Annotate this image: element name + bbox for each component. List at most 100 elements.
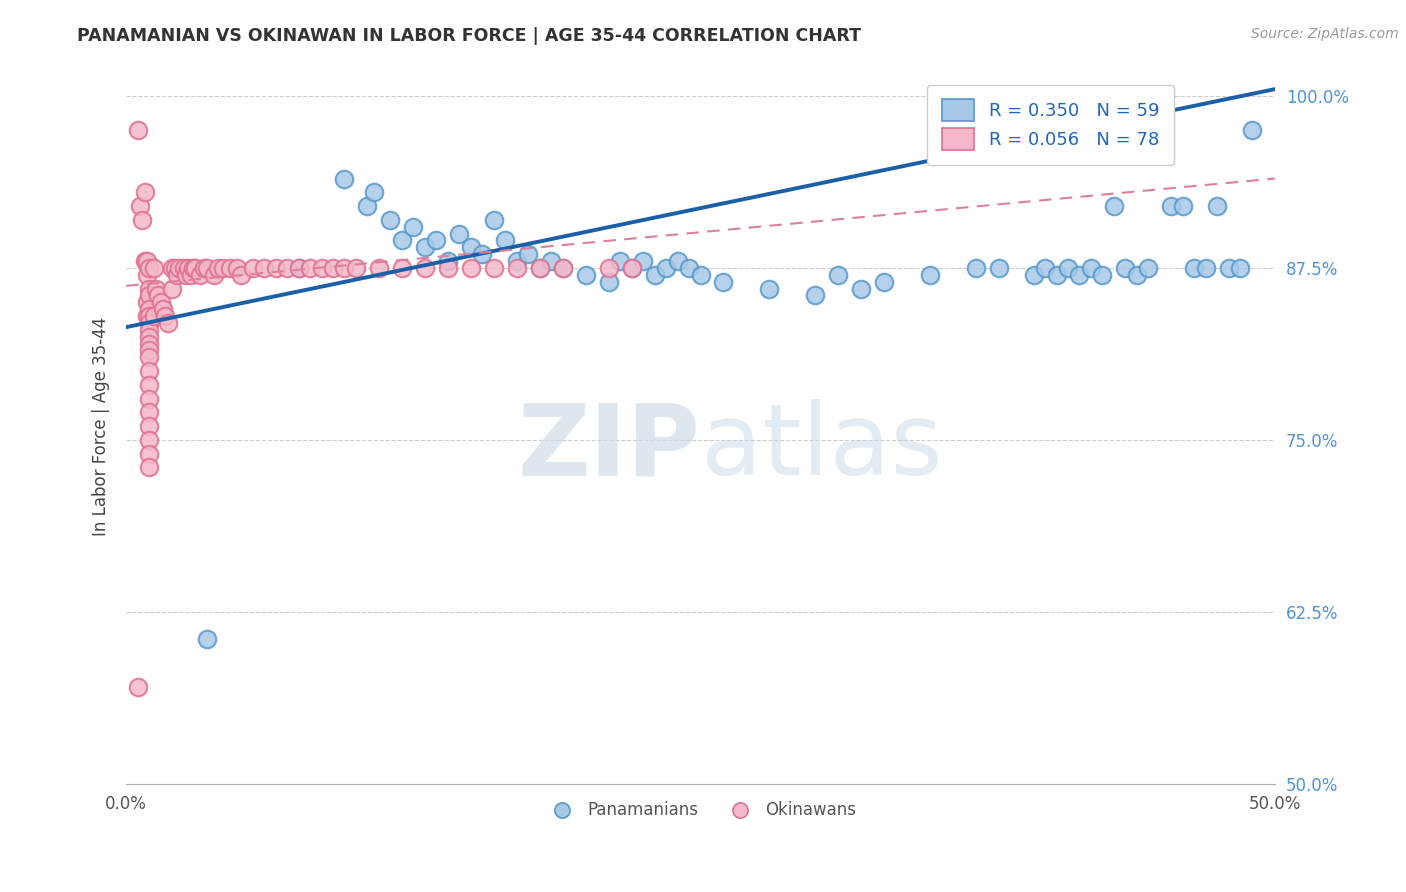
Point: [253, 260, 276, 275]
Point: [644, 268, 666, 282]
Point: [598, 260, 620, 275]
Point: [138, 343, 160, 358]
Point: [551, 260, 574, 275]
Point: [363, 186, 385, 200]
Point: [188, 268, 211, 282]
Point: [689, 268, 711, 282]
Point: [988, 260, 1011, 275]
Text: ZIP: ZIP: [517, 399, 700, 496]
Point: [713, 275, 735, 289]
Point: [287, 260, 309, 275]
Point: [138, 405, 160, 419]
Point: [131, 212, 153, 227]
Point: [242, 260, 264, 275]
Point: [391, 234, 413, 248]
Point: [167, 260, 190, 275]
Point: [482, 260, 505, 275]
Point: [138, 316, 160, 330]
Point: [517, 247, 540, 261]
Point: [142, 260, 165, 275]
Point: [181, 260, 204, 275]
Point: [506, 260, 529, 275]
Point: [127, 123, 149, 137]
Point: [162, 282, 184, 296]
Point: [136, 254, 159, 268]
Point: [1080, 260, 1102, 275]
Point: [494, 234, 516, 248]
Point: [529, 260, 551, 275]
Point: [413, 260, 436, 275]
Point: [333, 260, 356, 275]
Point: [193, 260, 215, 275]
Point: [437, 254, 460, 268]
Point: [231, 268, 253, 282]
Point: [920, 268, 942, 282]
Point: [148, 288, 170, 302]
Point: [482, 212, 505, 227]
Point: [134, 186, 156, 200]
Point: [1229, 260, 1251, 275]
Point: [631, 254, 654, 268]
Point: [965, 260, 987, 275]
Point: [322, 260, 344, 275]
Point: [1195, 260, 1218, 275]
Point: [413, 240, 436, 254]
Point: [138, 364, 160, 378]
Point: [758, 282, 780, 296]
Point: [202, 268, 225, 282]
Point: [506, 254, 529, 268]
Point: [163, 260, 186, 275]
Point: [152, 302, 174, 317]
Point: [127, 681, 149, 695]
Point: [173, 260, 195, 275]
Point: [529, 260, 551, 275]
Point: [471, 247, 494, 261]
Point: [1045, 268, 1067, 282]
Point: [195, 632, 218, 647]
Point: [851, 282, 873, 296]
Y-axis label: In Labor Force | Age 35-44: In Labor Force | Age 35-44: [93, 317, 110, 536]
Text: PANAMANIAN VS OKINAWAN IN LABOR FORCE | AGE 35-44 CORRELATION CHART: PANAMANIAN VS OKINAWAN IN LABOR FORCE | …: [77, 27, 862, 45]
Point: [380, 212, 402, 227]
Point: [177, 260, 200, 275]
Point: [1137, 260, 1160, 275]
Point: [138, 433, 160, 447]
Point: [402, 219, 425, 234]
Point: [551, 260, 574, 275]
Point: [1171, 199, 1194, 213]
Point: [460, 240, 482, 254]
Point: [138, 329, 160, 343]
Point: [136, 309, 159, 323]
Point: [460, 260, 482, 275]
Point: [138, 351, 160, 365]
Point: [207, 260, 229, 275]
Point: [333, 171, 356, 186]
Point: [174, 268, 197, 282]
Point: [1057, 260, 1080, 275]
Point: [299, 260, 322, 275]
Point: [287, 260, 309, 275]
Point: [827, 268, 849, 282]
Point: [138, 419, 160, 434]
Point: [425, 234, 447, 248]
Point: [1091, 268, 1114, 282]
Point: [138, 447, 160, 461]
Point: [678, 260, 700, 275]
Point: [1126, 268, 1149, 282]
Point: [1206, 199, 1229, 213]
Point: [666, 254, 689, 268]
Point: [134, 254, 156, 268]
Text: Source: ZipAtlas.com: Source: ZipAtlas.com: [1251, 27, 1399, 41]
Point: [1069, 268, 1091, 282]
Point: [1033, 260, 1056, 275]
Legend: Panamanians, Okinawans: Panamanians, Okinawans: [538, 794, 862, 825]
Point: [1240, 123, 1263, 137]
Point: [138, 288, 160, 302]
Point: [264, 260, 287, 275]
Point: [180, 268, 202, 282]
Point: [156, 316, 179, 330]
Point: [1022, 268, 1045, 282]
Point: [276, 260, 298, 275]
Point: [368, 260, 391, 275]
Point: [136, 295, 159, 310]
